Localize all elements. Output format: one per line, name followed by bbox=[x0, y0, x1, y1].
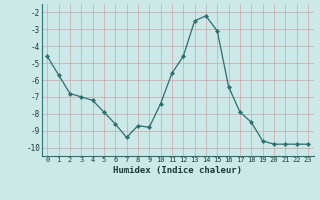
X-axis label: Humidex (Indice chaleur): Humidex (Indice chaleur) bbox=[113, 166, 242, 175]
